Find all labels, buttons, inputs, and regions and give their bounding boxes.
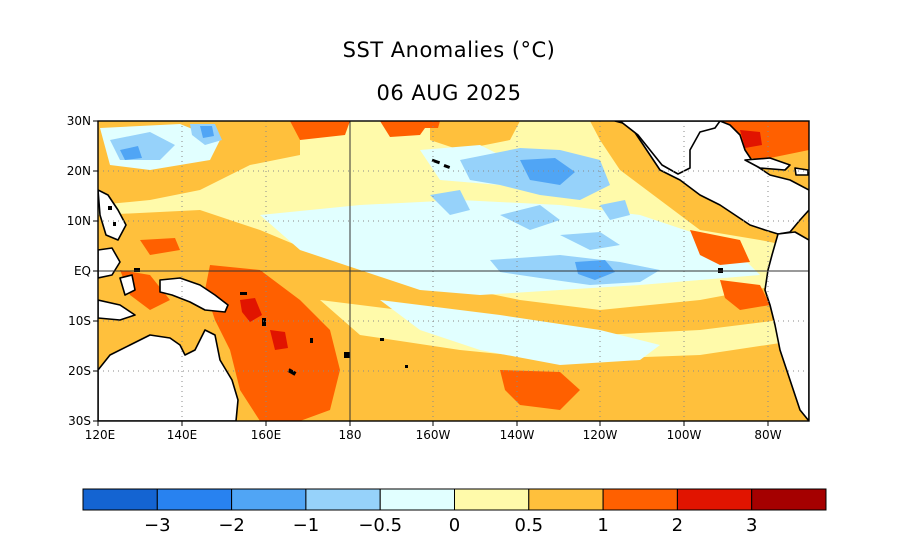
lon-label: 140E [167, 428, 198, 442]
colorbar-box [379, 488, 456, 511]
lon-label: 160E [251, 428, 282, 442]
land-australia [98, 329, 239, 421]
lat-labels: 30N 20N 10N EQ 10S 20S 30S [67, 114, 91, 428]
lat-label: 30S [68, 414, 91, 428]
colorbar-box [528, 488, 604, 511]
colorbar-box [156, 488, 233, 511]
land-hispaniola [794, 167, 809, 176]
colorbar-label: −2 [218, 515, 245, 536]
land-indonesia [98, 299, 136, 321]
lat-label: 20N [67, 164, 91, 178]
lon-labels: 120E 140E 160E 180 160W 140W 120W 100W 8… [85, 428, 782, 442]
lon-label: 140W [500, 428, 535, 442]
colorbar-box [82, 488, 158, 511]
colorbar-labels: −3 −2 −1 −0.5 0 0.5 1 2 3 [144, 515, 757, 536]
colorbar-label: 2 [672, 515, 683, 536]
colorbar-box [454, 488, 530, 511]
landmasses [98, 121, 809, 421]
chart-title: SST Anomalies (°C) [342, 38, 556, 62]
reference-lines [98, 121, 809, 421]
lon-label: 120E [85, 428, 116, 442]
colorbar-label: 0 [449, 515, 460, 536]
land-new-guinea [159, 277, 229, 313]
lon-label: 180 [339, 428, 362, 442]
lat-label: 10N [67, 214, 91, 228]
lat-label: 30N [67, 114, 91, 128]
lat-label: EQ [74, 264, 91, 278]
land-philippines [98, 189, 127, 241]
lon-label: 100W [667, 428, 702, 442]
colorbar-box [751, 488, 827, 511]
colorbar-label: −0.5 [358, 515, 402, 536]
anomaly-colder-regions [120, 126, 615, 280]
colorbar-label: −3 [144, 515, 171, 536]
lat-label: 10S [68, 314, 91, 328]
chart-date: 06 AUG 2025 [376, 81, 522, 105]
lon-label: 160W [416, 428, 451, 442]
lon-label: 120W [583, 428, 618, 442]
lon-label: 80W [754, 428, 781, 442]
land-south-america [764, 231, 809, 421]
colorbar-box [676, 488, 753, 511]
land-sulawesi [119, 274, 136, 296]
lat-label: 20S [68, 364, 91, 378]
colorbar-label: 1 [597, 515, 608, 536]
colorbar-box [602, 488, 678, 511]
axis-ticks [93, 120, 769, 426]
colorbar-label: −1 [293, 515, 320, 536]
colorbar-boxes [82, 488, 827, 511]
colorbar-box [305, 488, 381, 511]
anomaly-very-hot-regions [240, 130, 762, 350]
colorbar-box [231, 488, 307, 511]
land-mexico [619, 121, 721, 175]
colorbar-label: 3 [746, 515, 757, 536]
colorbar-label: 0.5 [514, 515, 543, 536]
land-cuba [744, 157, 791, 171]
